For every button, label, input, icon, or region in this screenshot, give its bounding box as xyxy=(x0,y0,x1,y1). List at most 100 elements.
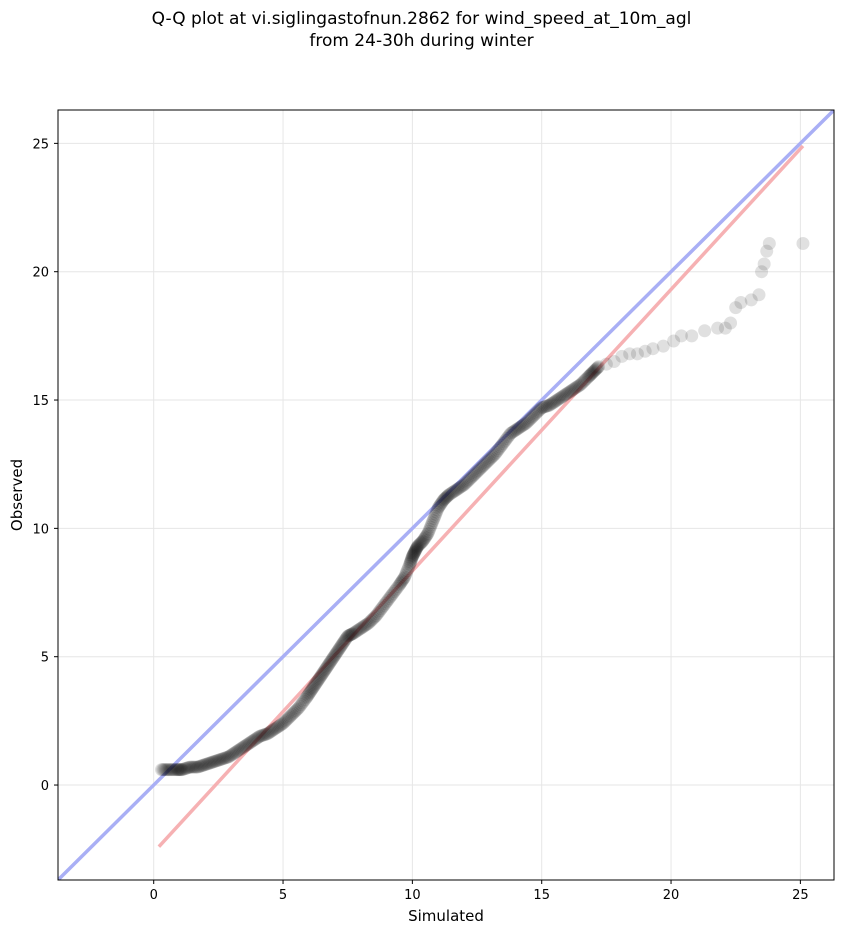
data-point xyxy=(347,626,361,640)
data-point xyxy=(317,665,331,679)
data-point xyxy=(334,639,348,653)
data-point xyxy=(306,681,320,694)
data-point xyxy=(406,548,420,562)
y-tick-label: 10 xyxy=(32,522,49,537)
data-point xyxy=(363,615,377,629)
data-point xyxy=(228,746,242,760)
data-point xyxy=(524,411,538,425)
data-point xyxy=(324,654,338,668)
data-point xyxy=(442,488,456,502)
data-point xyxy=(724,316,738,330)
chart-title-line1: Q-Q plot at vi.siglingastofnun.2862 for … xyxy=(151,9,692,29)
data-point xyxy=(244,735,258,749)
data-point xyxy=(440,490,454,504)
x-axis-label: Simulated xyxy=(408,907,484,925)
data-point xyxy=(428,509,442,523)
data-point xyxy=(257,728,271,742)
data-point xyxy=(394,575,408,589)
data-point xyxy=(311,674,325,688)
data-point xyxy=(154,763,168,777)
data-point xyxy=(518,417,532,431)
y-tick-label: 25 xyxy=(32,137,49,152)
data-point xyxy=(583,368,597,382)
data-point xyxy=(496,437,510,451)
data-point xyxy=(308,678,322,692)
data-point xyxy=(537,400,551,414)
data-point xyxy=(405,550,419,564)
data-point xyxy=(500,432,514,446)
data-point xyxy=(298,692,312,706)
data-point xyxy=(262,726,276,740)
data-point xyxy=(436,493,450,507)
data-point xyxy=(157,763,171,777)
data-point xyxy=(365,612,379,626)
data-point xyxy=(237,740,251,754)
x-tick-label: 5 xyxy=(279,888,287,903)
data-point xyxy=(271,720,285,734)
data-point xyxy=(316,666,330,680)
data-point xyxy=(559,387,573,401)
data-point xyxy=(435,496,449,510)
data-point xyxy=(219,751,233,765)
plot-frame xyxy=(57,109,835,881)
data-point xyxy=(430,503,444,517)
data-point xyxy=(350,624,364,638)
data-point xyxy=(535,401,549,415)
data-point xyxy=(483,452,497,466)
data-point xyxy=(281,711,295,725)
data-point xyxy=(474,461,488,475)
data-point xyxy=(352,622,366,636)
data-point xyxy=(460,475,474,489)
data-point xyxy=(317,664,331,678)
data-point xyxy=(333,641,347,655)
data-point xyxy=(198,758,212,771)
data-point xyxy=(229,745,243,759)
data-point xyxy=(513,420,527,434)
data-point xyxy=(548,395,562,409)
data-point xyxy=(164,763,178,777)
data-point xyxy=(192,760,206,774)
data-point xyxy=(514,420,528,434)
data-point xyxy=(478,457,492,471)
data-point xyxy=(264,724,278,738)
data-point xyxy=(337,634,351,648)
data-point xyxy=(393,577,407,591)
data-point xyxy=(335,638,349,652)
data-point xyxy=(283,710,297,724)
data-point xyxy=(575,376,589,390)
data-point xyxy=(348,625,362,639)
data-point xyxy=(451,482,465,496)
data-point xyxy=(361,616,375,630)
data-point xyxy=(488,447,502,461)
data-point xyxy=(410,541,424,555)
data-point xyxy=(638,344,652,358)
data-point xyxy=(273,718,287,732)
data-point xyxy=(433,498,447,512)
data-point xyxy=(417,532,431,546)
data-point xyxy=(533,402,547,416)
data-point xyxy=(426,514,440,528)
data-point xyxy=(510,422,524,436)
data-point xyxy=(471,464,485,478)
data-point xyxy=(191,760,205,774)
data-point xyxy=(552,392,566,406)
data-point xyxy=(407,546,421,560)
data-point xyxy=(411,538,425,552)
data-point xyxy=(193,759,207,773)
data-point xyxy=(358,619,372,633)
data-point xyxy=(294,698,308,712)
data-point xyxy=(530,406,544,420)
data-point xyxy=(422,524,436,538)
data-point xyxy=(182,760,196,774)
data-point xyxy=(386,586,400,600)
data-point xyxy=(343,628,357,642)
data-point xyxy=(277,715,291,729)
data-point xyxy=(315,668,329,682)
data-point xyxy=(396,573,410,587)
data-point xyxy=(566,383,580,397)
data-point xyxy=(458,476,472,490)
data-point xyxy=(449,483,463,497)
data-point xyxy=(268,722,282,736)
data-point xyxy=(261,727,275,741)
data-point xyxy=(489,445,503,459)
